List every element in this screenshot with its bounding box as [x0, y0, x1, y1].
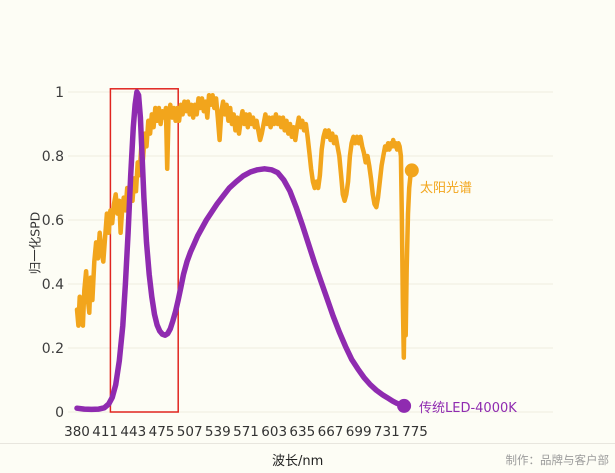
x-tick-label: 603 — [261, 424, 287, 440]
y-tick-label: 0.2 — [42, 341, 64, 357]
x-tick-label: 571 — [233, 424, 259, 440]
x-tick-label: 775 — [402, 424, 428, 440]
series-line-led — [74, 89, 407, 413]
x-tick-label: 635 — [289, 424, 315, 440]
y-tick-label: 1 — [55, 85, 64, 101]
series-line-sun — [74, 92, 415, 360]
x-tick-label: 507 — [177, 424, 203, 440]
footer-credit: 制作：品牌与客户部 — [505, 453, 610, 467]
x-axis-title: 波长/nm — [272, 454, 324, 469]
x-tick-label: 380 — [64, 424, 90, 440]
y-axis-title: 归一化SPD — [27, 211, 43, 275]
x-tick-label: 443 — [120, 424, 146, 440]
x-tick-label: 667 — [318, 424, 344, 440]
x-tick-label: 539 — [205, 424, 231, 440]
highlight-box — [109, 88, 179, 413]
y-tick-label: 0.6 — [42, 213, 64, 229]
y-tick-label: 0.4 — [42, 277, 64, 293]
x-tick-label: 699 — [346, 424, 372, 440]
y-tick-label: 0 — [55, 405, 64, 421]
x-tick-label: 411 — [92, 424, 118, 440]
series-end-dot-sun — [404, 163, 419, 178]
x-tick-label: 731 — [374, 424, 400, 440]
y-tick-label: 0.8 — [42, 149, 64, 165]
series-label-sun: 太阳光谱 — [420, 181, 473, 196]
series-end-dot-led — [397, 398, 412, 413]
x-tick-label: 475 — [149, 424, 175, 440]
footer-divider — [0, 443, 615, 444]
series-label-led: 传统LED-4000K — [419, 401, 517, 416]
